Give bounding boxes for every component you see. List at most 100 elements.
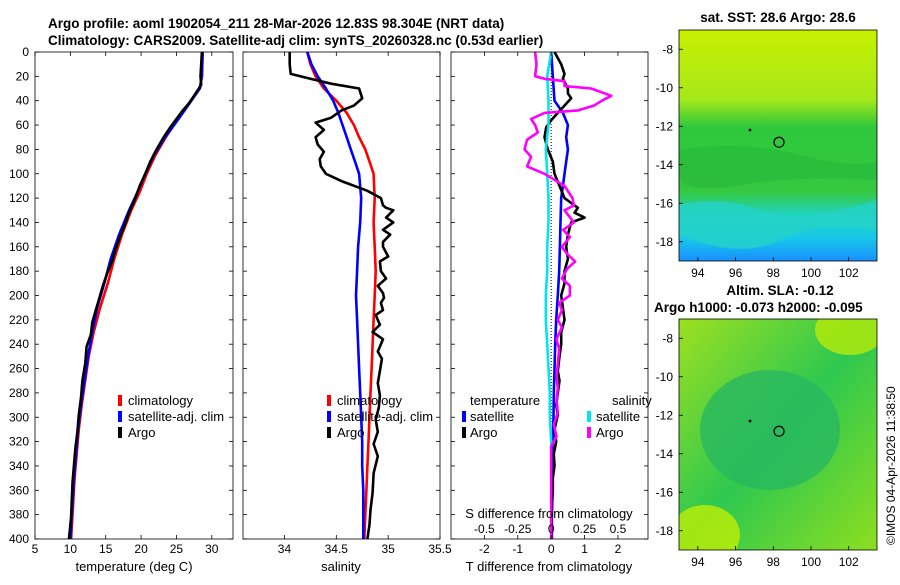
sst-cool-band bbox=[679, 200, 877, 249]
depth-tick-label: 0 bbox=[22, 45, 29, 59]
argo-position-marker bbox=[773, 425, 785, 437]
depth-axis: 0 20 40 60 80 100 120 140 160 180 200 220 240 260 280 3… bbox=[9, 45, 29, 546]
series-line-argo bbox=[288, 52, 395, 539]
legend-label-t-argo: Argo bbox=[470, 425, 497, 440]
difference-panel: -2 -1 0 1 2 T difference from climatology S … bbox=[450, 51, 652, 574]
salinity-panel: 34 34.5 35 35.5 salinity climatology satell… bbox=[242, 51, 452, 574]
legend-label-s-argo: Argo bbox=[596, 425, 623, 440]
title-line-2: Climatology: CARS2009. Satellite-adj cli… bbox=[48, 33, 543, 48]
salinity-xlabel: salinity bbox=[321, 559, 361, 574]
depth-tick-label: 300 bbox=[9, 410, 29, 424]
x-tick-label: 2 bbox=[615, 542, 622, 556]
depth-tick-label: 260 bbox=[9, 362, 29, 376]
map-y-tick-label: -18 bbox=[656, 524, 674, 538]
legend-label-t-satellite: satellite bbox=[470, 409, 514, 424]
map-x-tick-label: 98 bbox=[767, 266, 781, 280]
legend-swatch-climatology bbox=[327, 395, 331, 406]
legend-title-temperature: temperature bbox=[470, 393, 540, 408]
legend-label-argo: Argo bbox=[128, 425, 155, 440]
legend-label-satellite: satellite-adj. clim bbox=[337, 409, 433, 424]
series-line-satellite-adj-clim bbox=[306, 52, 365, 539]
map-x-tick-label: 100 bbox=[801, 266, 821, 280]
depth-tick-label: 60 bbox=[16, 118, 30, 132]
depth-tick-label: 380 bbox=[9, 508, 29, 522]
x-tick-label: 34.5 bbox=[325, 542, 349, 556]
s-tick-label: -0.5 bbox=[474, 522, 495, 536]
series-line-climatology bbox=[306, 52, 378, 539]
x-tick-label: -1 bbox=[512, 542, 523, 556]
sst-map-box bbox=[678, 29, 878, 262]
depth-tick-label: 120 bbox=[9, 191, 29, 205]
legend-swatch-satellite bbox=[118, 411, 122, 422]
map-x-tick-label: 102 bbox=[839, 266, 859, 280]
depth-tick-label: 200 bbox=[9, 289, 29, 303]
map-x-tick-label: 102 bbox=[839, 555, 859, 569]
legend-swatch-s-argo bbox=[587, 427, 591, 438]
map-y-tick-label: -8 bbox=[662, 331, 673, 345]
legend-swatch-argo bbox=[118, 427, 122, 438]
map-y-tick-label: -14 bbox=[656, 158, 674, 172]
series-line-climatology bbox=[69, 52, 204, 539]
x-tick-label: 1 bbox=[581, 542, 588, 556]
depth-tick-label: 140 bbox=[9, 215, 29, 229]
x-tick-label: -2 bbox=[479, 542, 490, 556]
sst-map: sat. SST: 28.6 Argo: 28.6 94 96 98 100 102 -8… bbox=[656, 10, 878, 280]
legend-label-s-satellite: satellite bbox=[596, 409, 640, 424]
s-tick-label: 0 bbox=[548, 522, 555, 536]
legend-swatch-t-argo bbox=[462, 427, 466, 438]
map-x-tick-label: 98 bbox=[767, 555, 781, 569]
sla-map-box bbox=[678, 318, 878, 551]
legend-swatch-argo bbox=[327, 427, 331, 438]
depth-tick-label: 400 bbox=[9, 532, 29, 546]
x-tick-label: 30 bbox=[205, 542, 219, 556]
s-tick-label: 0.5 bbox=[610, 522, 627, 536]
sla-low-anomaly bbox=[700, 370, 840, 490]
title-line-1: Argo profile: aoml 1902054_211 28-Mar-20… bbox=[48, 16, 504, 31]
map-y-tick-label: -18 bbox=[656, 235, 674, 249]
s-tick-label: 0.25 bbox=[573, 522, 597, 536]
legend-label-climatology: climatology bbox=[337, 393, 403, 408]
x-tick-label: 34 bbox=[278, 542, 292, 556]
sla-high-anomaly bbox=[679, 505, 740, 550]
map-x-tick-label: 94 bbox=[691, 266, 705, 280]
difference-legend: temperature salinity satellite Argo sate… bbox=[462, 393, 652, 440]
map-y-tick-label: -8 bbox=[662, 42, 673, 56]
depth-tick-label: 240 bbox=[9, 337, 29, 351]
x-tick-label: 20 bbox=[134, 542, 148, 556]
map-y-tick-label: -12 bbox=[656, 408, 674, 422]
temperature-panel: 5 10 15 20 25 30 temperature (deg C) climatol… bbox=[32, 51, 234, 574]
x-tick-label: 0 bbox=[548, 542, 555, 556]
map-y-tick-label: -10 bbox=[656, 81, 674, 95]
legend-label-argo: Argo bbox=[337, 425, 364, 440]
x-tick-label: 10 bbox=[64, 542, 78, 556]
series-line-satellite-adj-clim bbox=[69, 52, 204, 539]
depth-tick-label: 40 bbox=[16, 94, 30, 108]
s-difference-label: S difference from climatology bbox=[465, 506, 633, 521]
legend-label-climatology: climatology bbox=[128, 393, 194, 408]
temperature-legend: climatology satellite-adj. clim Argo bbox=[118, 393, 224, 440]
sla-map-subtitle: Argo h1000: -0.073 h2000: -0.095 bbox=[654, 300, 863, 315]
depth-tick-label: 220 bbox=[9, 313, 29, 327]
depth-tick-label: 320 bbox=[9, 435, 29, 449]
map-x-tick-label: 96 bbox=[729, 266, 743, 280]
series-line-argo bbox=[67, 52, 204, 539]
legend-label-satellite: satellite-adj. clim bbox=[128, 409, 224, 424]
s-tick-label: -0.25 bbox=[504, 522, 532, 536]
depth-tick-label: 280 bbox=[9, 386, 29, 400]
depth-tick-label: 80 bbox=[16, 142, 30, 156]
map-y-tick-label: -10 bbox=[656, 370, 674, 384]
depth-tick-label: 160 bbox=[9, 240, 29, 254]
sla-map-title: Altim. SLA: -0.12 bbox=[726, 283, 833, 298]
legend-swatch-s-satellite bbox=[587, 411, 591, 422]
sst-map-title: sat. SST: 28.6 Argo: 28.6 bbox=[700, 10, 856, 25]
island-dot bbox=[748, 419, 752, 423]
map-y-tick-label: -16 bbox=[656, 485, 674, 499]
difference-xlabel: T difference from climatology bbox=[466, 559, 633, 574]
depth-tick-label: 360 bbox=[9, 483, 29, 497]
legend-swatch-t-satellite bbox=[462, 411, 466, 422]
legend-swatch-climatology bbox=[118, 395, 122, 406]
sla-high-anomaly bbox=[815, 319, 877, 355]
depth-tick-label: 20 bbox=[16, 69, 30, 83]
depth-tick-label: 340 bbox=[9, 459, 29, 473]
